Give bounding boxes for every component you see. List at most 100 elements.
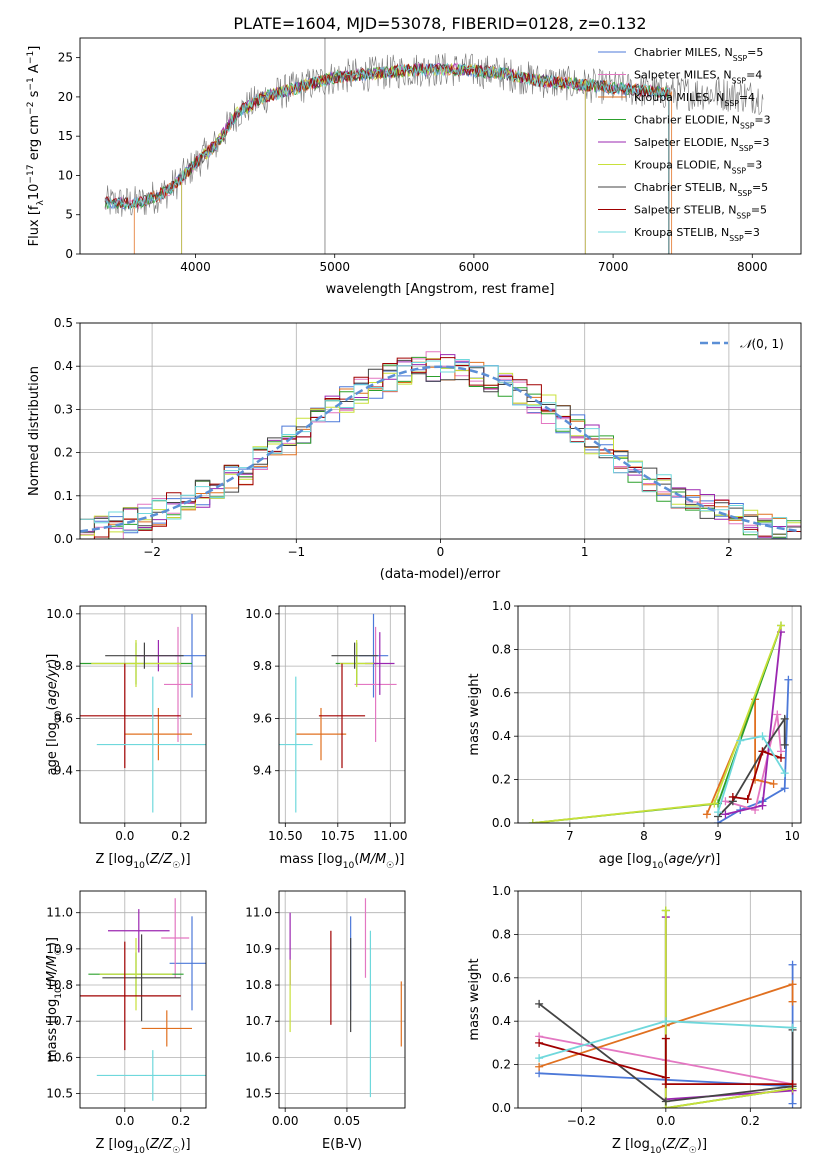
plot-area-age_vs_Z bbox=[80, 613, 206, 813]
weight-line bbox=[664, 910, 793, 1108]
weight-marker bbox=[788, 980, 797, 989]
y-tick-label: 10.0 bbox=[46, 607, 73, 621]
y-tick-label: 10.6 bbox=[46, 1050, 73, 1064]
y-tick-label: 9.6 bbox=[253, 711, 272, 725]
weight-marker bbox=[773, 710, 782, 719]
x-tick-label: 0.0 bbox=[115, 829, 134, 843]
weight-line bbox=[725, 714, 782, 812]
y-axis-label: mass [log10(M/M☉)] bbox=[45, 937, 64, 1062]
x-tick-label: 11.00 bbox=[373, 829, 407, 843]
spectrum-model-line bbox=[181, 62, 586, 254]
plot-area-residuals bbox=[80, 351, 801, 539]
y-tick-label: 0.1 bbox=[54, 489, 73, 503]
axes-frame bbox=[79, 890, 207, 1109]
legend-label: 𝒩(0, 1) bbox=[740, 337, 784, 351]
x-tick-label: −1 bbox=[287, 545, 305, 559]
axes-frame bbox=[517, 605, 802, 824]
spectrum-model-line bbox=[104, 63, 670, 254]
x-tick-label: 10 bbox=[784, 829, 799, 843]
x-tick-label: 0.05 bbox=[334, 1114, 361, 1128]
weight-line bbox=[717, 735, 786, 813]
weight-marker bbox=[769, 779, 778, 788]
y-tick-label: 10.5 bbox=[46, 1087, 73, 1101]
axes-frame bbox=[278, 605, 406, 824]
x-axis-label: Z [log10(Z/Z☉)] bbox=[95, 852, 190, 871]
y-tick-label: 11.0 bbox=[245, 906, 272, 920]
x-axis-label: Z [log10(Z/Z☉)] bbox=[612, 1137, 707, 1156]
y-tick-label: 10.9 bbox=[46, 942, 73, 956]
x-tick-label: 0.2 bbox=[741, 1114, 760, 1128]
spectrum-model-line bbox=[181, 63, 586, 254]
spectrum-model-line bbox=[104, 62, 670, 254]
plot-area-mass_vs_Z bbox=[80, 898, 206, 1101]
y-tick-label: 0.3 bbox=[54, 402, 73, 416]
axes-age_vs_mass: 10.50 10.75 11.00 9.4 9.6 9.8 10.0 mass [log10(… bbox=[245, 605, 407, 871]
y-tick-label: 1.0 bbox=[492, 884, 511, 898]
weight-marker bbox=[661, 1097, 670, 1106]
weight-marker bbox=[788, 997, 797, 1006]
weight-marker bbox=[661, 1080, 670, 1089]
weight-marker bbox=[776, 753, 785, 762]
plot-area-spectrum bbox=[104, 38, 764, 254]
x-tick-label: 0.0 bbox=[115, 1114, 134, 1128]
weight-marker bbox=[776, 621, 785, 630]
y-axis-label: age [log10(age/yr)] bbox=[45, 654, 64, 776]
x-tick-label: 9 bbox=[714, 829, 722, 843]
y-tick-label: 9.8 bbox=[54, 659, 73, 673]
x-tick-label: 8000 bbox=[737, 260, 768, 274]
y-tick-label: 10.0 bbox=[245, 607, 272, 621]
axes-frame bbox=[79, 605, 207, 824]
y-axis-label: mass weight bbox=[467, 958, 482, 1040]
x-tick-label: 1 bbox=[581, 545, 589, 559]
y-tick-label: 0.8 bbox=[492, 642, 511, 656]
weight-marker bbox=[728, 792, 737, 801]
plot-area-age_vs_mass bbox=[279, 613, 397, 813]
y-tick-label: 0.2 bbox=[492, 773, 511, 787]
spectrum-model-line bbox=[104, 62, 670, 254]
residual-histogram bbox=[80, 359, 801, 535]
y-tick-label: 0.2 bbox=[492, 1058, 511, 1072]
y-tick-label: 0.5 bbox=[54, 316, 73, 330]
x-tick-label: 0.2 bbox=[171, 829, 190, 843]
weight-marker bbox=[661, 1034, 670, 1043]
weight-marker bbox=[721, 797, 730, 806]
axes-mass_weight_vs_age: 7 8 9 10 0.0 0.2 0.4 0.6 0.8 1.0 age [log10(age/yr… bbox=[467, 599, 802, 871]
legend-label: Salpeter STELIB, NSSP=5 bbox=[634, 204, 767, 221]
axes-frame bbox=[517, 890, 802, 1109]
x-tick-label: 0.0 bbox=[656, 1114, 675, 1128]
weight-marker bbox=[758, 801, 767, 810]
y-tick-label: 25 bbox=[58, 51, 73, 65]
residual-legend: 𝒩(0, 1) bbox=[700, 337, 784, 351]
y-tick-label: 15 bbox=[58, 129, 73, 143]
weight-marker bbox=[702, 810, 711, 819]
x-tick-label: 0 bbox=[437, 545, 445, 559]
weight-marker bbox=[788, 1080, 797, 1089]
x-axis-label: E(B-V) bbox=[322, 1137, 362, 1152]
weight-marker bbox=[535, 1054, 544, 1063]
x-tick-label: 0.00 bbox=[272, 1114, 299, 1128]
spectrum-model-line bbox=[104, 63, 670, 254]
axes-frame bbox=[79, 37, 802, 255]
y-axis-label: mass weight bbox=[467, 673, 482, 755]
weight-marker bbox=[528, 819, 537, 823]
y-tick-label: 5 bbox=[65, 208, 73, 222]
spectrum-model-line bbox=[104, 62, 670, 254]
plot-area-mass_weight_vs_age bbox=[528, 621, 793, 823]
x-tick-label: −0.2 bbox=[567, 1114, 596, 1128]
y-tick-label: 11.0 bbox=[46, 906, 73, 920]
spectrum-legend: Chabrier MILES, NSSP=5 Salpeter MILES, NS… bbox=[598, 46, 771, 243]
y-tick-label: 0 bbox=[65, 247, 73, 261]
y-tick-label: 10.8 bbox=[46, 978, 73, 992]
weight-marker bbox=[780, 740, 789, 749]
y-tick-label: 10.8 bbox=[245, 978, 272, 992]
weight-marker bbox=[714, 808, 723, 817]
y-axis-label: Flux [fλ10−17 erg cm−2 s−1 A−1] bbox=[26, 46, 46, 247]
weight-marker bbox=[780, 784, 789, 793]
axes-mass_weight_vs_Z: −0.2 0.0 0.2 0.0 0.2 0.4 0.6 0.8 1.0 Z [log10(Z/Z… bbox=[467, 884, 802, 1156]
axes-spectrum: 4000 5000 6000 7000 8000 0 5 10 15 20 25 Chabrier M… bbox=[26, 37, 802, 297]
axes-frame bbox=[79, 322, 802, 540]
x-tick-label: −2 bbox=[143, 545, 161, 559]
y-tick-label: 0.6 bbox=[492, 971, 511, 985]
